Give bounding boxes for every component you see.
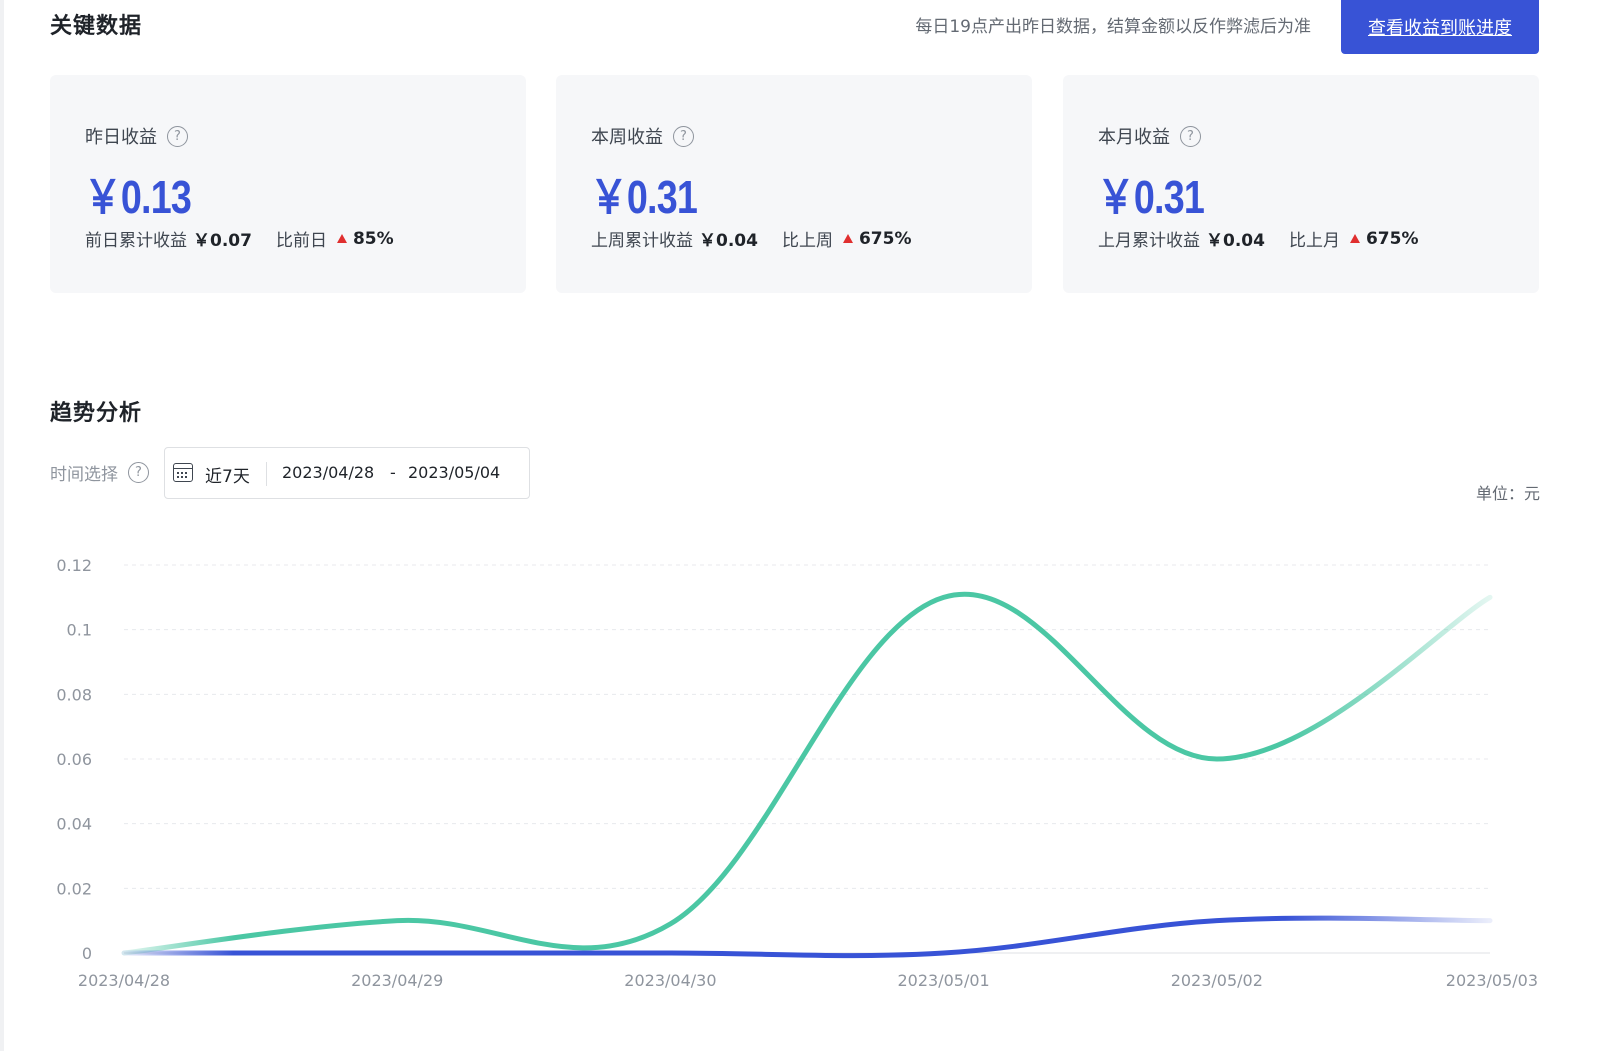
time-select-label-row: 时间选择 ? — [50, 460, 149, 485]
x-tick-label: 2023/04/28 — [78, 971, 170, 990]
trend-title: 趋势分析 — [50, 401, 143, 426]
key-data-title: 关键数据 — [50, 14, 143, 39]
compare-value: 675% — [1365, 228, 1419, 249]
help-icon[interactable]: ? — [1180, 125, 1201, 147]
week-income-card: 本周收益 ? ￥0.31 上周累计收益 ￥0.04 比上周 675% — [556, 75, 1032, 293]
prev-value: ￥0.04 — [1206, 231, 1265, 251]
card-label: 本周收益 — [591, 127, 663, 148]
x-tick-label: 2023/04/29 — [351, 971, 443, 990]
y-tick-label: 0.08 — [56, 685, 92, 704]
y-tick-label: 0.1 — [67, 621, 92, 640]
up-arrow-icon — [1349, 234, 1360, 243]
yesterday-income-card: 昨日收益 ? ￥0.13 前日累计收益 ￥0.07 比前日 85% — [50, 75, 526, 293]
prev-value: ￥0.04 — [699, 231, 758, 251]
card-label-row: 昨日收益 ? — [85, 123, 188, 149]
date-separator: - — [390, 463, 396, 482]
help-icon[interactable]: ? — [167, 125, 188, 147]
card-value: ￥0.31 — [1097, 171, 1205, 223]
card-sub: 前日累计收益 ￥0.07 比前日 85% — [85, 226, 394, 252]
data-notice: 每日19点产出昨日数据，结算金额以反作弊滤后为准 — [915, 17, 1311, 37]
calendar-icon — [173, 463, 193, 482]
card-label-row: 本周收益 ? — [591, 123, 694, 149]
compare-value: 675% — [858, 228, 912, 249]
compare-label: 比上月 — [1288, 231, 1340, 251]
card-value: ￥0.13 — [84, 171, 192, 223]
x-tick-label: 2023/05/01 — [897, 971, 989, 990]
up-arrow-icon — [336, 234, 347, 243]
up-arrow-icon — [842, 234, 853, 243]
compare-value: 85% — [352, 228, 394, 249]
x-tick-label: 2023/05/03 — [1446, 971, 1538, 990]
page-edge — [0, 0, 4, 1051]
x-tick-label: 2023/05/02 — [1171, 971, 1263, 990]
start-date[interactable]: 2023/04/28 — [282, 463, 375, 482]
time-select-label: 时间选择 — [50, 465, 118, 485]
end-date[interactable]: 2023/05/04 — [408, 463, 501, 482]
y-tick-label: 0.12 — [56, 556, 92, 575]
prev-label: 上周累计收益 — [591, 231, 693, 251]
divider — [266, 462, 267, 486]
view-settlement-progress-button[interactable]: 查看收益到账进度 — [1341, 0, 1539, 54]
y-tick-label: 0.02 — [56, 879, 92, 898]
prev-label: 前日累计收益 — [85, 231, 187, 251]
date-range-picker[interactable]: 近7天 2023/04/28 - 2023/05/04 — [164, 447, 530, 499]
y-tick-label: 0 — [82, 944, 92, 963]
compare-label: 比前日 — [275, 231, 327, 251]
card-sub: 上周累计收益 ￥0.04 比上周 675% — [591, 226, 912, 252]
compare-label: 比上周 — [781, 231, 833, 251]
y-tick-label: 0.06 — [56, 750, 92, 769]
series-line-1 — [121, 592, 1493, 956]
y-tick-label: 0.04 — [56, 815, 92, 834]
x-tick-label: 2023/04/30 — [624, 971, 716, 990]
prev-value: ￥0.07 — [193, 231, 252, 251]
card-label: 昨日收益 — [85, 127, 157, 148]
card-value: ￥0.31 — [590, 171, 698, 223]
series-line-2 — [121, 915, 1493, 959]
range-preset[interactable]: 近7天 — [205, 467, 250, 487]
help-icon[interactable]: ? — [128, 462, 149, 483]
card-label-row: 本月收益 ? — [1098, 123, 1201, 149]
month-income-card: 本月收益 ? ￥0.31 上月累计收益 ￥0.04 比上月 675% — [1063, 75, 1539, 293]
help-icon[interactable]: ? — [673, 125, 694, 147]
trend-line-chart: 0 0.02 0.04 0.06 0.08 0.1 0.12 2023/04/28 2023/… — [56, 556, 1538, 990]
card-label: 本月收益 — [1098, 127, 1170, 148]
unit-label: 单位：元 — [1475, 484, 1540, 503]
prev-label: 上月累计收益 — [1098, 231, 1200, 251]
card-sub: 上月累计收益 ￥0.04 比上月 675% — [1098, 226, 1419, 252]
